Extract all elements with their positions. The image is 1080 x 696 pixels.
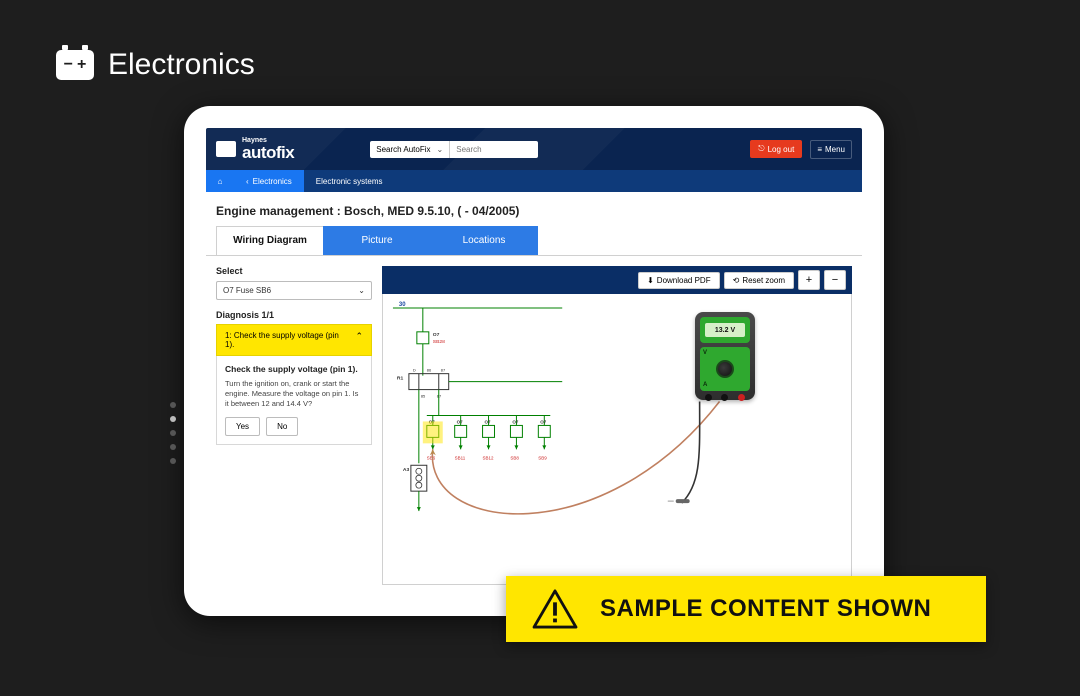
category-label: Electronics xyxy=(108,48,255,82)
brand-bottom: autofix xyxy=(242,145,294,160)
svg-text:SB8: SB8 xyxy=(510,455,519,460)
multimeter-dial xyxy=(716,360,734,378)
breadcrumb-back[interactable]: ‹ Electronics xyxy=(234,170,304,192)
left-panel: Select O7 Fuse SB6 ⌄ Diagnosis 1/1 1: Ch… xyxy=(216,266,372,585)
diagram-panel: ⬇ Download PDF ⟲ Reset zoom + − 30O7SB28… xyxy=(382,266,852,585)
sample-content-banner: SAMPLE CONTENT SHOWN xyxy=(506,576,986,642)
tab-picture[interactable]: Picture xyxy=(323,226,431,255)
diagnosis-yes-button[interactable]: Yes xyxy=(225,417,260,436)
brand-icon xyxy=(216,141,236,157)
svg-text:SB12: SB12 xyxy=(483,455,494,460)
brand[interactable]: Haynes autofix xyxy=(216,138,294,160)
diagnosis-body: Turn the ignition on, crank or start the… xyxy=(225,379,363,409)
multimeter-v-label: V xyxy=(703,350,707,356)
component-select-value: O7 Fuse SB6 xyxy=(223,286,271,295)
diagnosis-no-button[interactable]: No xyxy=(266,417,298,436)
page-indicator-dots xyxy=(170,402,176,464)
page-title: Engine management : Bosch, MED 9.5.10, (… xyxy=(206,192,862,226)
svg-text:A3: A3 xyxy=(403,467,410,473)
battery-minus-icon: − xyxy=(64,57,73,73)
multimeter-body: V A xyxy=(700,347,750,391)
app-screen: Haynes autofix Search AutoFix ⌄ ⎋ Log ou… xyxy=(206,128,862,594)
zoom-out-button[interactable]: − xyxy=(824,270,846,290)
multimeter-port-black xyxy=(705,394,712,401)
breadcrumb-current: Electronic systems xyxy=(304,170,395,192)
breadcrumb: ⌂ ‹ Electronics Electronic systems xyxy=(206,170,862,192)
breadcrumb-current-label: Electronic systems xyxy=(316,177,383,186)
reset-zoom-button[interactable]: ⟲ Reset zoom xyxy=(724,272,794,289)
logout-label: Log out xyxy=(768,145,795,154)
download-label: Download PDF xyxy=(657,276,711,285)
svg-text:SB11: SB11 xyxy=(455,455,466,460)
svg-text:30: 30 xyxy=(399,302,406,308)
search-group: Search AutoFix ⌄ xyxy=(370,141,538,158)
svg-text:O7: O7 xyxy=(433,332,440,338)
tab-wiring-diagram[interactable]: Wiring Diagram xyxy=(216,226,324,255)
reset-label: Reset zoom xyxy=(742,276,785,285)
chevron-up-icon: ⌃ xyxy=(355,331,363,342)
svg-text:O7: O7 xyxy=(485,419,491,424)
zoom-in-button[interactable]: + xyxy=(798,270,820,290)
svg-text:87: 87 xyxy=(441,368,445,373)
svg-text:O7: O7 xyxy=(512,419,518,424)
home-icon: ⌂ xyxy=(218,177,223,186)
tablet-frame: Haynes autofix Search AutoFix ⌄ ⎋ Log ou… xyxy=(184,106,884,616)
tabs: Wiring Diagram Picture Locations xyxy=(206,226,862,255)
breadcrumb-back-label: Electronics xyxy=(253,177,292,186)
svg-text:D: D xyxy=(413,368,416,373)
wiring-diagram[interactable]: 30O7SB28R1D86878587O7SB6O7SB11O7SB12O7SB… xyxy=(382,294,852,585)
diagnosis-panel: Check the supply voltage (pin 1). Turn t… xyxy=(216,356,372,445)
logout-button[interactable]: ⎋ Log out xyxy=(750,140,802,158)
svg-text:SB9: SB9 xyxy=(538,455,547,460)
category-header: − + Electronics xyxy=(56,48,255,82)
download-pdf-button[interactable]: ⬇ Download PDF xyxy=(638,272,720,289)
chevron-down-icon: ⌄ xyxy=(358,286,365,295)
multimeter-reading: 13.2 V xyxy=(705,323,745,337)
search-scope-select[interactable]: Search AutoFix ⌄ xyxy=(370,141,450,158)
component-select[interactable]: O7 Fuse SB6 ⌄ xyxy=(216,281,372,300)
svg-text:O7: O7 xyxy=(540,419,546,424)
multimeter-port-red xyxy=(738,394,745,401)
chevron-left-icon: ‹ xyxy=(246,177,249,186)
hamburger-icon: ≡ xyxy=(817,145,822,154)
download-icon: ⬇ xyxy=(647,276,654,285)
select-label: Select xyxy=(216,266,372,276)
chevron-down-icon: ⌄ xyxy=(437,145,444,154)
search-scope-label: Search AutoFix xyxy=(376,145,430,154)
logout-icon: ⎋ xyxy=(758,144,764,154)
tab-locations[interactable]: Locations xyxy=(430,226,538,255)
multimeter-a-label: A xyxy=(703,382,707,388)
multimeter-port-black xyxy=(721,394,728,401)
wiring-svg: 30O7SB28R1D86878587O7SB6O7SB11O7SB12O7SB… xyxy=(383,294,851,573)
diagnosis-title: Diagnosis 1/1 xyxy=(216,310,372,320)
menu-button[interactable]: ≡ Menu xyxy=(810,140,852,159)
svg-text:R1: R1 xyxy=(397,376,404,382)
svg-text:85: 85 xyxy=(421,394,426,399)
svg-text:SB6: SB6 xyxy=(427,455,436,460)
banner-text: SAMPLE CONTENT SHOWN xyxy=(600,595,931,623)
svg-text:86: 86 xyxy=(427,368,432,373)
battery-icon: − + xyxy=(56,50,94,80)
battery-plus-icon: + xyxy=(77,57,86,73)
reset-icon: ⟲ xyxy=(733,276,740,285)
content-body: Select O7 Fuse SB6 ⌄ Diagnosis 1/1 1: Ch… xyxy=(206,256,862,594)
multimeter-screen: 13.2 V xyxy=(700,317,750,343)
diagnosis-step-header[interactable]: 1: Check the supply voltage (pin 1). ⌃ xyxy=(216,324,372,356)
svg-text:O7: O7 xyxy=(457,419,463,424)
warning-icon xyxy=(532,589,578,629)
multimeter: 13.2 V V A xyxy=(695,312,755,400)
breadcrumb-home[interactable]: ⌂ xyxy=(206,170,234,192)
search-input[interactable] xyxy=(450,141,538,158)
diagram-toolbar: ⬇ Download PDF ⟲ Reset zoom + − xyxy=(382,266,852,294)
diagnosis-heading: Check the supply voltage (pin 1). xyxy=(225,364,363,374)
svg-text:SB28: SB28 xyxy=(433,339,445,345)
app-header: Haynes autofix Search AutoFix ⌄ ⎋ Log ou… xyxy=(206,128,862,170)
menu-label: Menu xyxy=(825,145,845,154)
diagnosis-step-label: 1: Check the supply voltage (pin 1). xyxy=(225,331,345,349)
